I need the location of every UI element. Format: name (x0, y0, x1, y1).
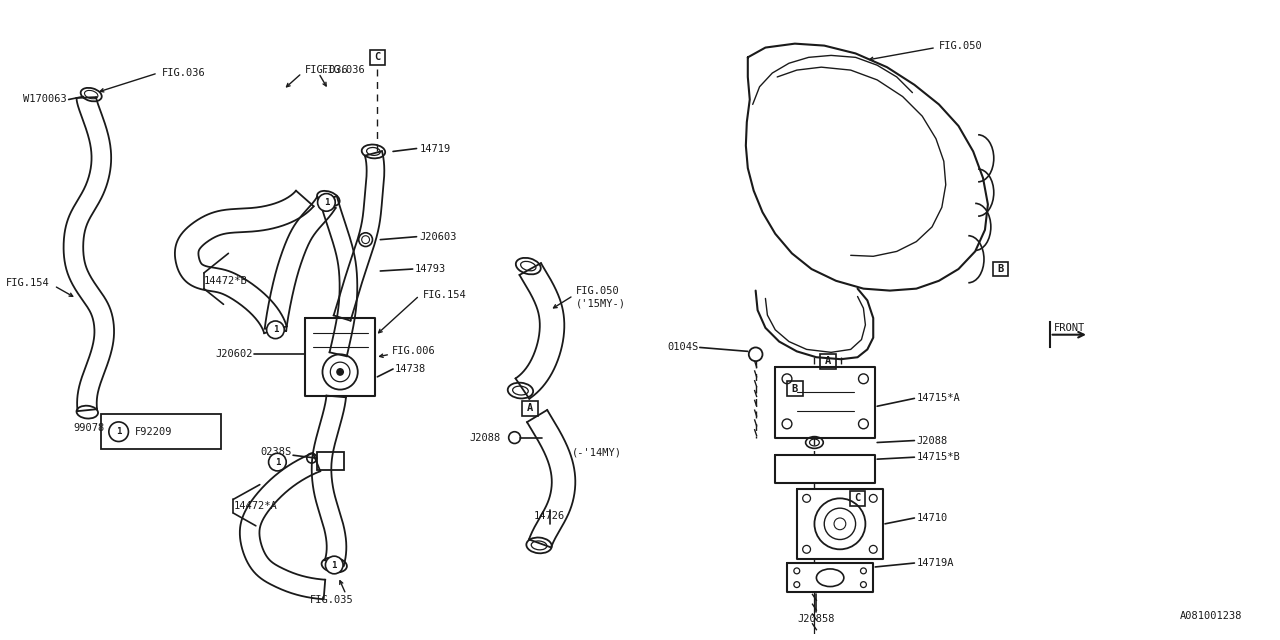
Text: 14710: 14710 (916, 513, 947, 523)
Circle shape (266, 321, 284, 339)
Text: 99078: 99078 (74, 423, 105, 433)
Text: FIG.036: FIG.036 (161, 68, 206, 78)
Circle shape (835, 518, 846, 530)
Text: 14793: 14793 (415, 264, 445, 274)
Bar (316, 452, 344, 470)
Text: A: A (826, 356, 831, 366)
Text: F92209: F92209 (136, 427, 173, 436)
Text: B: B (997, 264, 1004, 274)
Text: (-'14MY): (-'14MY) (571, 447, 621, 458)
Circle shape (307, 453, 316, 463)
Text: J20858: J20858 (797, 614, 835, 624)
Text: 14715*A: 14715*A (916, 394, 960, 403)
Ellipse shape (805, 436, 823, 449)
Circle shape (508, 432, 521, 444)
Circle shape (317, 193, 335, 211)
Text: FIG.154: FIG.154 (422, 291, 466, 301)
Text: FIG.050: FIG.050 (940, 40, 983, 51)
Text: C: C (855, 493, 860, 503)
Text: J20603: J20603 (420, 232, 457, 242)
Text: 1: 1 (332, 561, 337, 570)
Text: J2088: J2088 (916, 436, 947, 445)
Text: FIG.036: FIG.036 (321, 65, 365, 75)
Text: 14738: 14738 (396, 364, 426, 374)
Text: FIG.154: FIG.154 (6, 278, 50, 288)
Text: 14726: 14726 (534, 511, 566, 521)
Circle shape (325, 556, 343, 574)
Text: 14472*B: 14472*B (204, 276, 247, 286)
Text: 14715*B: 14715*B (916, 452, 960, 462)
Text: J20602: J20602 (215, 349, 253, 359)
Circle shape (269, 453, 287, 471)
Text: 1: 1 (116, 428, 122, 436)
Text: FIG.035: FIG.035 (310, 595, 353, 605)
Circle shape (109, 422, 128, 442)
Text: A: A (527, 403, 534, 413)
Text: 0238S: 0238S (261, 447, 292, 458)
Text: ('15MY-): ('15MY-) (576, 298, 626, 308)
Text: 14719A: 14719A (916, 558, 954, 568)
Text: 1: 1 (275, 458, 280, 467)
Text: 1: 1 (324, 198, 329, 207)
Text: FIG.036: FIG.036 (305, 65, 348, 75)
Text: 0104S: 0104S (668, 342, 699, 353)
Text: A081001238: A081001238 (1180, 611, 1243, 621)
Circle shape (749, 348, 763, 361)
Text: FIG.006: FIG.006 (392, 346, 435, 356)
Circle shape (358, 233, 372, 246)
Text: FRONT: FRONT (1053, 323, 1085, 333)
Text: B: B (792, 383, 797, 394)
Text: FIG.050: FIG.050 (576, 285, 620, 296)
Text: 1: 1 (273, 325, 278, 334)
Text: J2088: J2088 (470, 433, 500, 443)
Text: 14472*A: 14472*A (233, 501, 276, 511)
Text: W170063: W170063 (23, 95, 67, 104)
Text: 14719: 14719 (420, 143, 451, 154)
Circle shape (337, 368, 344, 376)
Text: C: C (374, 52, 380, 62)
